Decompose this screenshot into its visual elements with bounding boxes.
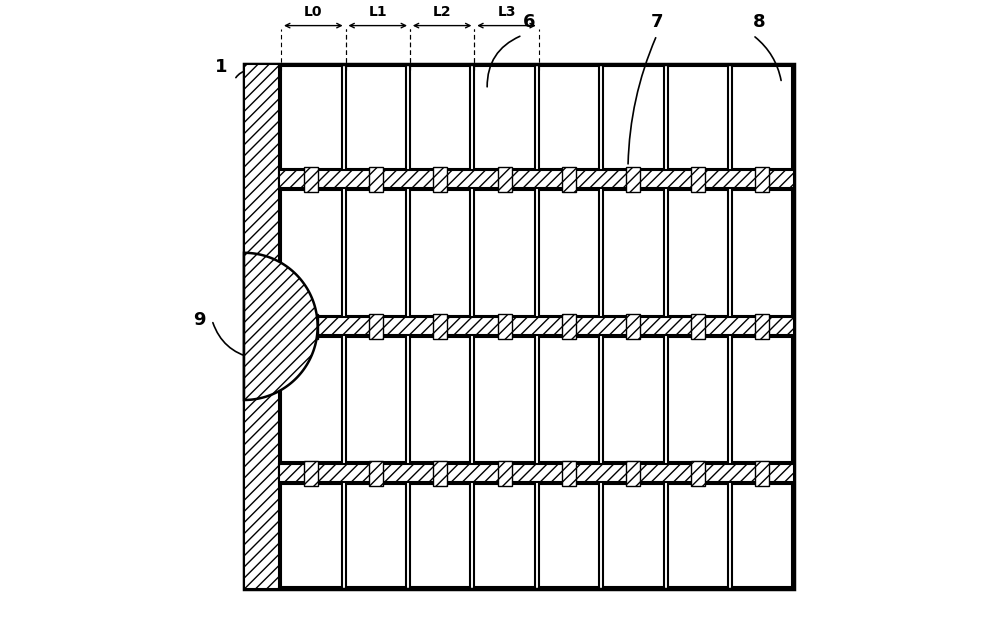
Bar	[603, 337, 664, 463]
Bar	[304, 167, 318, 191]
Bar	[410, 337, 470, 463]
Bar	[539, 484, 599, 587]
Bar	[474, 337, 535, 463]
Text: 9: 9	[193, 311, 205, 329]
Bar	[668, 190, 728, 316]
Bar	[281, 66, 342, 168]
Bar	[732, 337, 792, 463]
Text: 6: 6	[523, 13, 535, 31]
Bar	[433, 314, 447, 339]
Bar	[433, 167, 447, 191]
Bar	[410, 190, 470, 316]
Bar	[346, 337, 406, 463]
Bar	[562, 461, 576, 486]
Bar	[626, 167, 640, 191]
Bar	[755, 461, 769, 486]
Bar	[410, 66, 470, 168]
Bar	[691, 167, 705, 191]
Bar	[732, 484, 792, 587]
Bar	[732, 66, 792, 168]
Bar	[279, 317, 794, 335]
Bar	[562, 314, 576, 339]
Bar	[346, 484, 406, 587]
Polygon shape	[244, 253, 318, 400]
Bar	[433, 461, 447, 486]
Bar	[498, 314, 512, 339]
Bar	[498, 167, 512, 191]
Bar	[603, 66, 664, 168]
Bar	[539, 190, 599, 316]
Bar	[346, 66, 406, 168]
Text: L1: L1	[368, 5, 387, 19]
Bar	[732, 190, 792, 316]
Bar	[539, 66, 599, 168]
Bar	[369, 314, 383, 339]
Text: L0: L0	[304, 5, 323, 19]
Bar	[474, 190, 535, 316]
Text: 8: 8	[753, 13, 766, 31]
Bar	[603, 484, 664, 587]
Text: 7: 7	[651, 13, 663, 31]
Bar	[626, 461, 640, 486]
Bar	[279, 170, 794, 188]
Bar	[304, 461, 318, 486]
Bar	[346, 190, 406, 316]
Bar	[369, 167, 383, 191]
Bar	[498, 461, 512, 486]
Bar	[304, 314, 318, 339]
Bar	[691, 314, 705, 339]
Bar	[603, 190, 664, 316]
Bar	[281, 190, 342, 316]
Bar	[755, 314, 769, 339]
Bar	[410, 484, 470, 587]
Bar	[668, 484, 728, 587]
Text: 1: 1	[215, 58, 228, 76]
Bar	[668, 337, 728, 463]
Bar	[539, 337, 599, 463]
Bar	[755, 167, 769, 191]
Bar	[369, 461, 383, 486]
Bar	[474, 484, 535, 587]
Text: L2: L2	[433, 5, 451, 19]
Bar	[244, 64, 279, 589]
Bar	[626, 314, 640, 339]
Bar	[668, 66, 728, 168]
Text: L3: L3	[497, 5, 516, 19]
Bar	[474, 66, 535, 168]
Bar	[244, 64, 794, 589]
Bar	[281, 484, 342, 587]
Bar	[691, 461, 705, 486]
Bar	[281, 337, 342, 463]
Bar	[279, 465, 794, 483]
Bar	[562, 167, 576, 191]
